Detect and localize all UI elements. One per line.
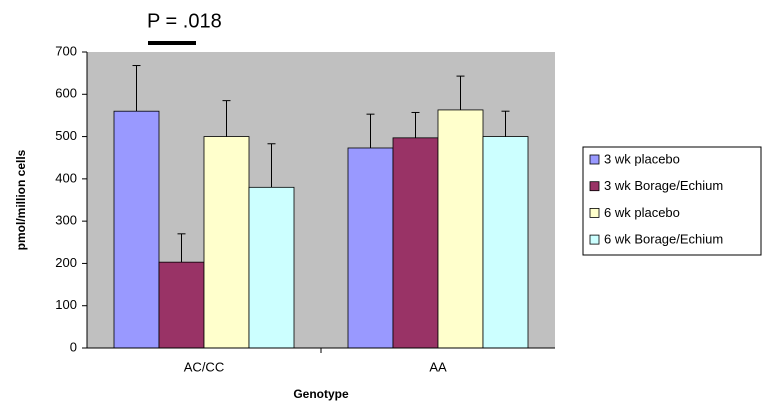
legend-label: 6 wk Borage/Echium — [604, 232, 723, 247]
y-tick-label: 500 — [55, 128, 77, 143]
bar — [392, 137, 439, 349]
legend-label: 3 wk Borage/Echium — [604, 178, 723, 193]
legend-box — [582, 146, 762, 256]
x-axis-title: Genotype — [293, 387, 349, 401]
legend-swatch — [589, 154, 600, 165]
bar — [113, 110, 160, 349]
bar — [437, 109, 484, 349]
bar — [248, 186, 295, 349]
bar — [158, 261, 205, 349]
annotation: P = .018 — [147, 10, 222, 32]
x-tick-label: AC/CC — [184, 359, 224, 374]
bar — [203, 136, 250, 349]
y-tick-label: 200 — [55, 255, 77, 270]
legend-label: 3 wk placebo — [604, 151, 680, 166]
bar — [347, 147, 394, 349]
y-tick-label: 0 — [70, 339, 77, 354]
legend-swatch — [589, 181, 600, 192]
legend-swatch — [589, 234, 600, 245]
y-tick-label: 300 — [55, 213, 77, 228]
x-tick-label: AA — [429, 359, 447, 374]
legend-label: 6 wk placebo — [604, 205, 680, 220]
y-tick-label: 400 — [55, 170, 77, 185]
legend-swatch — [589, 207, 600, 218]
bar — [482, 136, 529, 349]
y-tick-label: 700 — [55, 43, 77, 58]
y-axis-title: pmol/million cells — [14, 149, 28, 250]
y-tick-label: 100 — [55, 297, 77, 312]
y-tick-label: 600 — [55, 86, 77, 101]
